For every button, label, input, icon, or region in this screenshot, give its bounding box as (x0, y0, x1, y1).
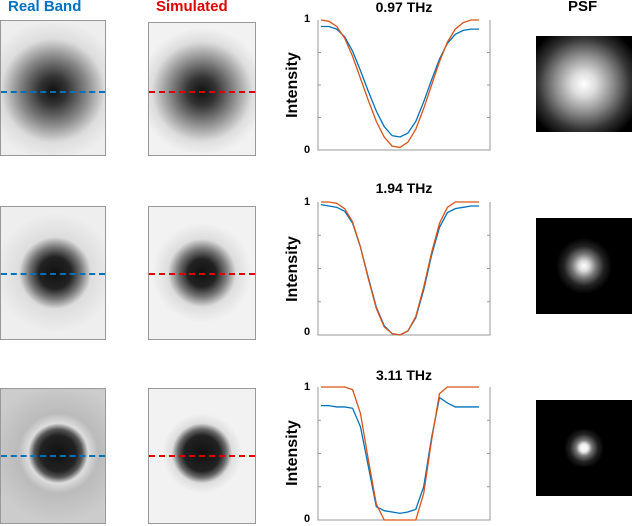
y-tick-2-top: 1 (304, 196, 311, 208)
simulated-image-1 (148, 22, 256, 156)
plot-title-1: 0.97 THz (375, 0, 433, 15)
y-axis-label-2: Intensity (284, 236, 301, 302)
profile-line-simulated (149, 455, 255, 457)
real-profile-line (321, 25, 479, 138)
plot-title-2: 1.94 THz (375, 180, 433, 196)
real-profile-line (321, 396, 479, 515)
profile-line-real (1, 91, 105, 93)
psf-image-3 (536, 400, 632, 496)
y-axis-label-1: Intensity (284, 52, 301, 118)
simulated-image-3 (148, 388, 256, 524)
simulated-profile-line (321, 386, 479, 521)
y-tick-2-bottom: 0 (304, 326, 311, 338)
header-simulated: Simulated (156, 0, 228, 15)
y-tick-1-top: 1 (304, 13, 311, 25)
plot-title-3: 3.11 THz (375, 367, 433, 383)
real-band-image-3 (0, 388, 106, 524)
profile-line-simulated (149, 91, 255, 93)
profile-line-simulated (149, 273, 255, 275)
simulated-image-2 (148, 206, 256, 340)
real-band-image-1 (0, 20, 106, 156)
psf-image-2 (536, 218, 632, 314)
profile-line-real (1, 273, 105, 275)
real-profile-line (320, 204, 479, 336)
simulated-profile-line (321, 201, 479, 336)
y-axis-label-3: Intensity (284, 420, 301, 486)
axes-box (317, 20, 491, 151)
profile-line-real (1, 455, 105, 457)
line-plot-2 (317, 201, 491, 336)
real-band-image-2 (0, 206, 106, 340)
axes-box (317, 202, 491, 336)
line-plot-1 (317, 19, 491, 151)
simulated-profile-line (320, 19, 479, 149)
y-tick-3-top: 1 (304, 381, 311, 393)
header-real-band: Real Band (8, 0, 82, 15)
psf-image-1 (536, 36, 632, 132)
y-tick-1-bottom: 0 (304, 144, 311, 156)
line-plot-3 (317, 386, 491, 521)
y-tick-3-bottom: 0 (304, 513, 311, 525)
header-psf: PSF (568, 0, 598, 15)
